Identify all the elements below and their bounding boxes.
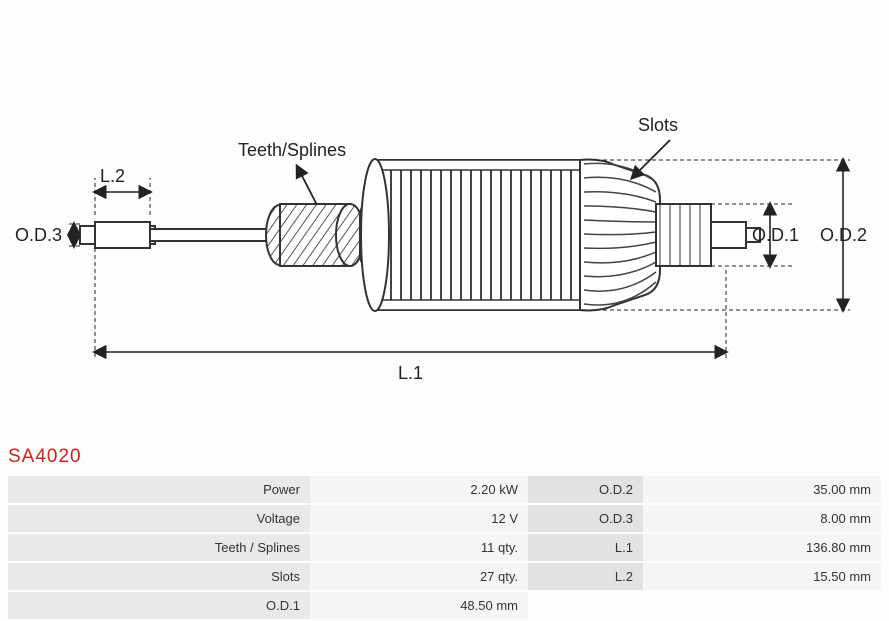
part-code: SA4020 [0, 440, 889, 474]
spec-value: 136.80 mm [643, 534, 881, 561]
label-od1: O.D.1 [752, 225, 799, 246]
label-l1: L.1 [398, 363, 423, 384]
table-row: Teeth / Splines11 qty.L.1136.80 mm [8, 534, 881, 561]
spec-key: O.D.2 [528, 476, 643, 503]
label-slots: Slots [638, 115, 678, 136]
spec-key: O.D.3 [528, 505, 643, 532]
spec-value: 15.50 mm [643, 563, 881, 590]
spec-table: Power2.20 kWO.D.235.00 mmVoltage12 VO.D.… [8, 474, 881, 621]
spec-value: 48.50 mm [310, 592, 528, 619]
table-row: Power2.20 kWO.D.235.00 mm [8, 476, 881, 503]
table-row: Voltage12 VO.D.38.00 mm [8, 505, 881, 532]
spec-value: 27 qty. [310, 563, 528, 590]
table-row: O.D.148.50 mm [8, 592, 881, 619]
spec-key: L.1 [528, 534, 643, 561]
spec-value: 35.00 mm [643, 476, 881, 503]
label-od3: O.D.3 [15, 225, 62, 246]
spec-key: Slots [8, 563, 310, 590]
label-od2: O.D.2 [820, 225, 867, 246]
spec-key: L.2 [528, 563, 643, 590]
label-teeth-splines: Teeth/Splines [238, 140, 346, 161]
technical-diagram: Slots Teeth/Splines L.2 O.D.3 O.D.1 O.D.… [0, 0, 889, 440]
spec-key: O.D.1 [8, 592, 310, 619]
spec-value: 8.00 mm [643, 505, 881, 532]
label-l2: L.2 [100, 166, 125, 187]
spec-value: 12 V [310, 505, 528, 532]
table-row: Slots27 qty.L.215.50 mm [8, 563, 881, 590]
spec-value: 11 qty. [310, 534, 528, 561]
spec-value: 2.20 kW [310, 476, 528, 503]
spec-key [528, 592, 643, 619]
spec-key: Power [8, 476, 310, 503]
spec-key: Teeth / Splines [8, 534, 310, 561]
spec-key: Voltage [8, 505, 310, 532]
spec-value [643, 592, 881, 619]
